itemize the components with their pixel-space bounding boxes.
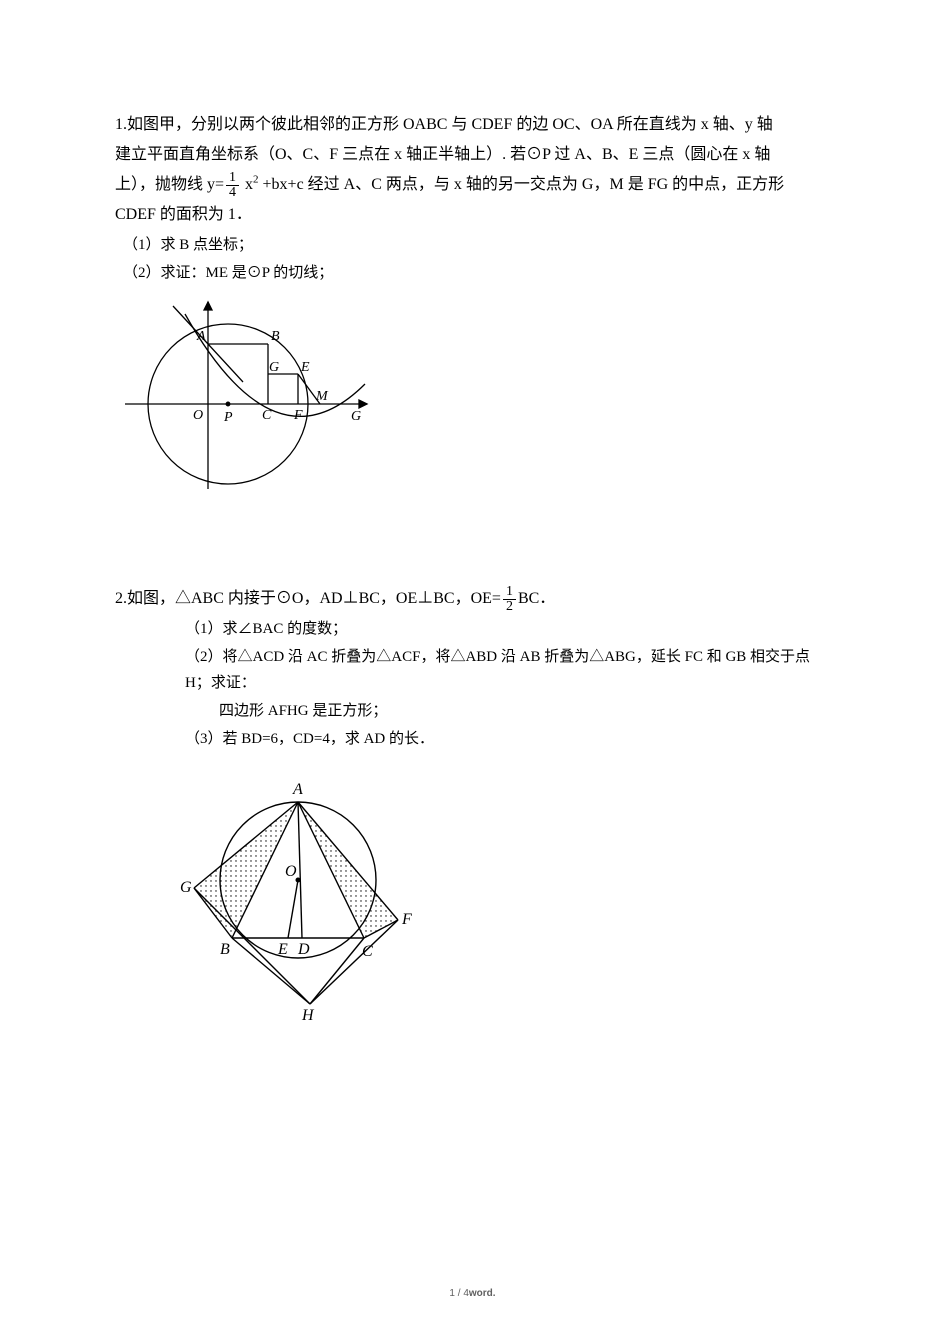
q1-line4: CDEF 的面积为 1． xyxy=(115,200,830,230)
lbl2-F: F xyxy=(401,911,412,928)
gap xyxy=(115,494,830,584)
lbl-A: A xyxy=(196,329,206,344)
q2-sub2a: （2）将△ACD 沿 AC 折叠为△ACF，将△ABD 沿 AB 折叠为△ABG… xyxy=(115,644,830,696)
q2-line1: 2.如图，△ABC 内接于⊙O，AD⊥BC，OE⊥BC，OE=12BC． xyxy=(115,584,830,614)
q1-line3-post: +bx+c 经过 A、C 两点，与 x 轴的另一交点为 G，M 是 FG 的中点… xyxy=(259,176,785,193)
q1-sub2: （2）求证：ME 是⊙P 的切线； xyxy=(115,260,830,286)
q1-sub1: （1）求 B 点坐标； xyxy=(115,232,830,258)
fraction-1-2: 12 xyxy=(503,585,516,614)
lbl-E: E xyxy=(300,360,310,375)
lbl-O: O xyxy=(193,408,203,423)
page-footer: 1 / 4word. xyxy=(0,1288,945,1299)
q1-line3-pre: 上），抛物线 y= xyxy=(115,176,224,193)
lbl-G: G xyxy=(351,409,361,424)
lbl-M: M xyxy=(315,389,329,404)
lbl2-C: C xyxy=(362,943,373,960)
q1-line2: 建立平面直角坐标系（O、C、F 三点在 x 轴正半轴上）. 若⊙P 过 A、B、… xyxy=(115,140,830,170)
footer-brand: word. xyxy=(469,1288,496,1299)
q2-sub2b: 四边形 AFHG 是正方形； xyxy=(115,698,830,724)
frac-den: 2 xyxy=(503,600,516,614)
lbl-C: C xyxy=(262,408,272,423)
fraction-1-4: 14 xyxy=(226,171,239,200)
q2-sub1: （1）求∠BAC 的度数； xyxy=(115,616,830,642)
q1-line3: 上），抛物线 y=14 x2 +bx+c 经过 A、C 两点，与 x 轴的另一交… xyxy=(115,170,830,200)
q1-svg: A B O P C E G F M G xyxy=(115,294,375,494)
lbl2-B: B xyxy=(220,941,230,958)
q2-figure: A O G F B C E D H xyxy=(170,770,830,1025)
q1-line3-mid: x xyxy=(241,176,253,193)
page: 1.如图甲，分别以两个彼此相邻的正方形 OABC 与 CDEF 的边 OC、OA… xyxy=(0,0,945,1337)
q2-line1-pre: 2.如图，△ABC 内接于⊙O，AD⊥BC，OE⊥BC，OE= xyxy=(115,590,501,607)
lbl2-D: D xyxy=(297,941,310,958)
lbl-B: B xyxy=(271,329,280,344)
frac-den: 4 xyxy=(226,186,239,200)
q1-line1: 1.如图甲，分别以两个彼此相邻的正方形 OABC 与 CDEF 的边 OC、OA… xyxy=(115,110,830,140)
frac-num: 1 xyxy=(226,171,239,186)
q2-sub3: （3）若 BD=6，CD=4，求 AD 的长． xyxy=(115,726,830,752)
q2-line1-post: BC． xyxy=(518,590,555,607)
q1-figure: A B O P C E G F M G xyxy=(115,294,830,494)
lbl2-O: O xyxy=(285,863,297,880)
q2-svg: A O G F B C E D H xyxy=(170,770,430,1025)
lbl2-H: H xyxy=(301,1007,315,1024)
frac-num: 1 xyxy=(503,585,516,600)
lbl-Gs: G xyxy=(269,360,279,375)
lbl2-G: G xyxy=(180,879,192,896)
lbl-F: F xyxy=(293,408,303,423)
lbl2-A: A xyxy=(292,781,303,798)
lbl-P: P xyxy=(223,410,233,425)
lbl2-E: E xyxy=(277,941,288,958)
